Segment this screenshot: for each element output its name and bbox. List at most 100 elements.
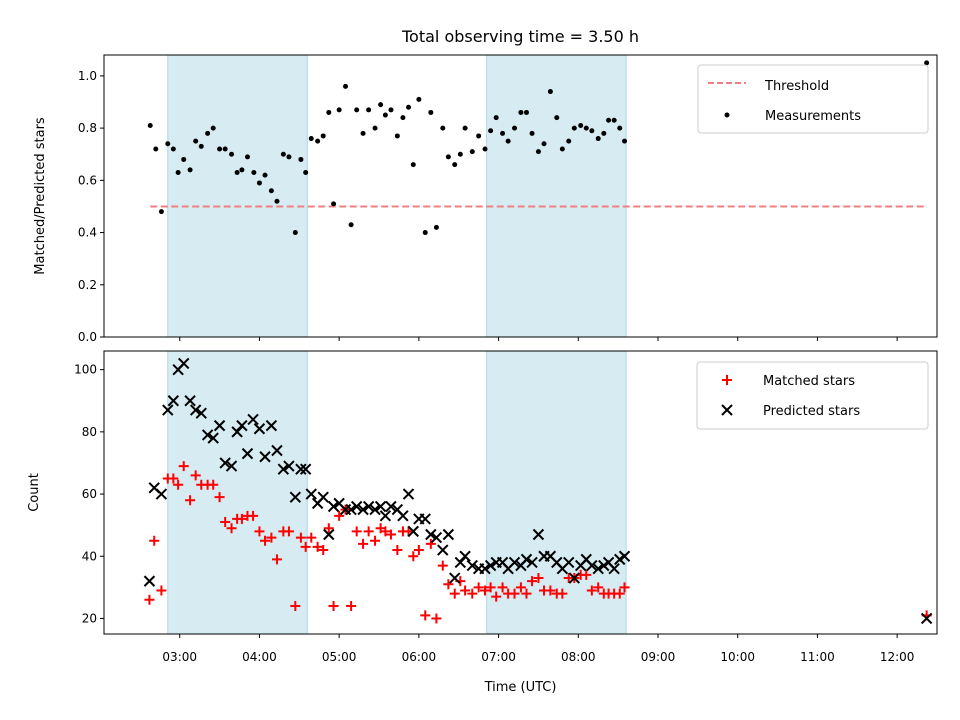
predicted-star-point xyxy=(207,432,219,444)
bottom-legend: Matched stars Predicted stars xyxy=(696,361,929,430)
matched-star-point xyxy=(485,582,496,593)
matched-star-point xyxy=(581,569,592,580)
matched-star-point xyxy=(413,545,424,556)
matched-star-point xyxy=(266,532,277,543)
matched-star-point xyxy=(290,601,301,612)
measurement-point xyxy=(394,133,400,139)
matched-star-point xyxy=(385,529,396,540)
x-tick-label: 06:00 xyxy=(402,650,437,664)
legend-plus-marker xyxy=(722,375,732,385)
predicted-star-point xyxy=(385,500,397,513)
measurement-point xyxy=(308,136,314,142)
matched-star-point xyxy=(420,610,431,621)
shaded-region-2 xyxy=(486,54,627,338)
measurement-point xyxy=(256,180,262,186)
measurement-point xyxy=(239,167,245,173)
measurement-point xyxy=(217,146,223,152)
measurement-point xyxy=(410,162,416,168)
shaded-region-1 xyxy=(167,350,308,635)
measurement-point xyxy=(303,170,309,175)
predicted-star-point xyxy=(241,447,254,460)
matched-star-point xyxy=(295,532,306,543)
matched-star-point xyxy=(190,470,201,481)
predicted-star-point xyxy=(532,528,545,541)
measurement-point xyxy=(469,149,475,155)
x-tick-label: 05:00 xyxy=(322,650,357,664)
measurement-point xyxy=(158,209,164,215)
measurement-point xyxy=(601,130,607,136)
measurement-point xyxy=(222,146,228,152)
measurement-point xyxy=(924,60,930,66)
predicted-star-point xyxy=(167,395,180,407)
measurement-point xyxy=(198,143,204,149)
matched-star-point xyxy=(586,585,597,596)
measurement-point xyxy=(274,198,280,204)
predicted-star-point xyxy=(479,562,491,575)
matched-star-point xyxy=(328,601,339,612)
measurement-point xyxy=(571,125,577,131)
measurement-point xyxy=(187,167,193,173)
measurement-point xyxy=(336,107,342,113)
measurement-point xyxy=(354,107,360,113)
matched-star-point xyxy=(467,588,478,599)
predicted-star-point xyxy=(449,572,461,584)
predicted-star-point xyxy=(357,503,369,516)
matched-star-point xyxy=(527,576,538,587)
measurement-point xyxy=(416,96,422,102)
matched-star-point xyxy=(557,588,568,599)
predicted-star-point xyxy=(289,491,302,503)
predicted-star-point xyxy=(247,413,259,426)
measurement-point xyxy=(147,123,153,128)
matched-star-point xyxy=(358,538,369,549)
matched-star-point xyxy=(312,541,323,552)
chart-title: Total observing time = 3.50 h xyxy=(401,27,639,46)
measurement-point xyxy=(326,109,332,115)
measurement-point xyxy=(251,170,257,175)
measurement-point xyxy=(400,115,406,121)
matched-star-point xyxy=(318,545,329,556)
measurement-point xyxy=(566,138,572,144)
x-tick-label: 12:00 xyxy=(880,650,915,664)
measurement-point xyxy=(462,125,468,131)
x-tick-label: 08:00 xyxy=(561,650,596,664)
measurement-point xyxy=(606,117,612,123)
predicted-star-point xyxy=(305,488,317,500)
matched-star-point xyxy=(460,585,471,596)
predicted-star-point xyxy=(437,544,449,556)
predicted-star-point xyxy=(345,503,357,516)
legend-cross-marker xyxy=(721,404,733,416)
predicted-star-point xyxy=(454,556,467,569)
measurement-point xyxy=(589,128,595,134)
legend-threshold-label: Threshold xyxy=(764,79,829,94)
legend-predicted-label: Predicted stars xyxy=(763,404,860,419)
matched-star-point xyxy=(168,473,179,484)
x-tick-label: 04:00 xyxy=(242,650,277,664)
measurement-point xyxy=(331,201,337,207)
matched-star-point xyxy=(473,582,484,593)
matched-star-point xyxy=(533,573,544,584)
measurement-point xyxy=(268,188,274,194)
predicted-star-point xyxy=(189,404,202,416)
predicted-star-point xyxy=(350,500,363,513)
matched-star-point xyxy=(306,532,317,543)
top-y-tick-label: 0.6 xyxy=(78,173,97,187)
matched-star-point xyxy=(214,492,225,503)
matched-star-point xyxy=(619,582,630,593)
measurement-point xyxy=(315,138,321,144)
measurement-point xyxy=(360,130,366,136)
measurement-point xyxy=(535,149,541,155)
measurement-point xyxy=(229,151,235,157)
predicted-star-point xyxy=(259,451,271,463)
measurement-point xyxy=(518,109,524,115)
top-y-axis: 0.0 0.2 0.4 0.6 0.8 1.0 xyxy=(78,69,104,344)
bottom-y-axis: 20 40 60 80 100 xyxy=(74,363,104,625)
bottom-y-tick-label: 40 xyxy=(82,549,97,563)
bottom-y-axis-label: Count xyxy=(27,473,42,512)
bottom-axes-frame xyxy=(103,350,938,635)
matched-star-point xyxy=(300,541,311,552)
top-y-tick-label: 0.8 xyxy=(78,121,97,135)
legend-measurements-swatch xyxy=(724,112,730,118)
predicted-star-point xyxy=(586,559,598,572)
matched-star-point xyxy=(334,510,345,521)
